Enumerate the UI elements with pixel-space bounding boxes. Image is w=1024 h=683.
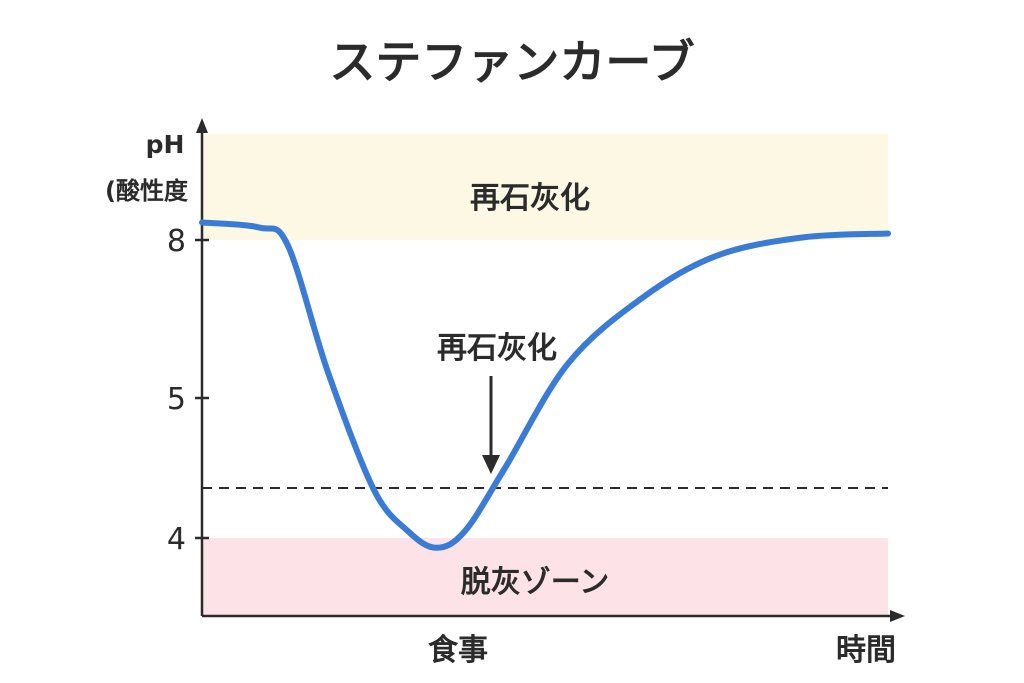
- remineralization-band-label: 再石灰化: [470, 181, 590, 216]
- x-axis-label: 時間: [836, 633, 896, 668]
- x-axis-arrow: [890, 610, 905, 622]
- annotation-label: 再石灰化: [437, 331, 557, 366]
- y-tick-label-8: 8: [167, 224, 186, 259]
- demineralization-band: [202, 538, 888, 616]
- y-axis-label: pH: [146, 130, 185, 159]
- y-tick-label-5: 5: [167, 382, 186, 417]
- y-tick-label-4: 4: [167, 522, 186, 557]
- remineralization-band: [202, 134, 888, 240]
- annotation-arrow-head: [482, 455, 500, 474]
- demineralization-band-label: 脱灰ゾーン: [461, 565, 610, 600]
- ph-curve-series: [199, 219, 891, 551]
- x-tick-label-meal: 食事: [428, 633, 488, 668]
- y-axis-sublabel: (酸性度: [105, 177, 189, 205]
- y-axis-arrow: [196, 118, 208, 133]
- chart-title: ステファンカーブ: [329, 35, 694, 89]
